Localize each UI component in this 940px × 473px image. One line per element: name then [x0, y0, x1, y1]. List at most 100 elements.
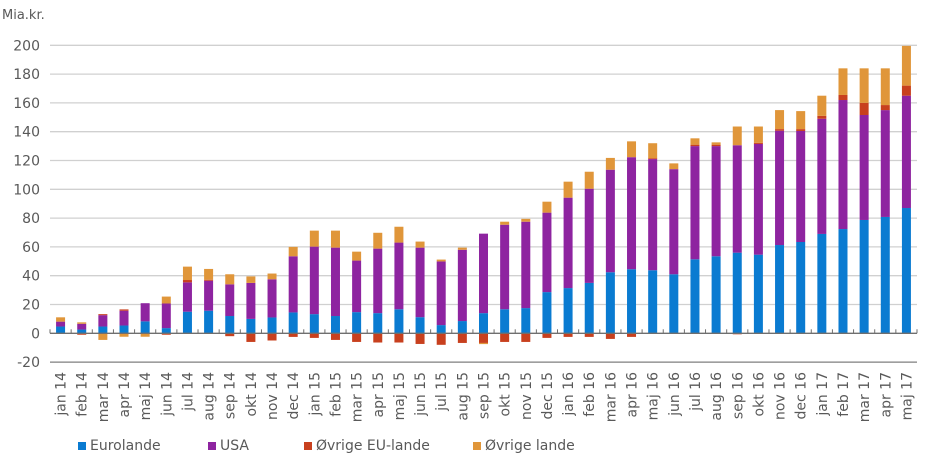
- bar-segment: [457, 249, 467, 322]
- bar-segment: [796, 111, 806, 130]
- bar-segment: [838, 94, 848, 101]
- x-tick-label: mar 17: [857, 372, 873, 422]
- x-tick-label: jul 16: [688, 372, 704, 412]
- bar-segment: [415, 247, 425, 318]
- bar-segment: [880, 110, 890, 217]
- y-tick-label: 180: [13, 67, 40, 83]
- bar-segment: [521, 308, 531, 334]
- y-tick-label: 120: [13, 154, 40, 170]
- bar-segment: [690, 144, 700, 147]
- x-tick-label: maj 16: [646, 372, 662, 420]
- bar-segment: [521, 333, 531, 342]
- bar-segment: [436, 333, 446, 345]
- bar-segment: [605, 169, 615, 273]
- bar-segment: [880, 216, 890, 334]
- bar-segment: [436, 325, 446, 334]
- x-tick-label: dec 16: [794, 372, 810, 420]
- x-tick-label: jan 17: [815, 372, 831, 417]
- legend-swatch-icon: [78, 442, 86, 450]
- bar-segment: [500, 224, 510, 310]
- x-tick-label: jan 14: [54, 372, 70, 417]
- bar-segment: [415, 241, 425, 248]
- bar-segment: [98, 315, 108, 327]
- bar-segment: [627, 157, 637, 270]
- bar-segment: [394, 226, 404, 243]
- bar-segment: [373, 232, 383, 249]
- bar-segment: [204, 280, 214, 311]
- bar-segment: [352, 260, 362, 313]
- bar-segment: [796, 129, 806, 131]
- bar-segment: [775, 110, 785, 130]
- bar-segment: [56, 326, 66, 334]
- bar-segment: [119, 310, 129, 326]
- bar-segment: [563, 288, 573, 334]
- legend-item-ovrige-eu-lande: Øvrige EU-lande: [304, 438, 430, 454]
- bar-segment: [119, 325, 129, 334]
- y-tick-label: 100: [13, 182, 40, 198]
- bar-segment: [859, 219, 869, 334]
- bar-segment: [584, 282, 594, 334]
- bar-segment: [436, 259, 446, 262]
- x-tick-label: feb 16: [582, 372, 598, 417]
- x-tick-label: dec 14: [286, 372, 302, 420]
- legend-item-usa: USA: [208, 438, 249, 454]
- bar-segment: [817, 233, 827, 334]
- bar-segment: [648, 159, 658, 271]
- bar-segment: [880, 68, 890, 106]
- bar-segment: [584, 171, 594, 189]
- bar-segment: [182, 282, 192, 312]
- bar-segment: [711, 144, 721, 147]
- bar-segment: [542, 212, 552, 293]
- bar-segment: [563, 181, 573, 198]
- y-tick-label: 20: [22, 298, 40, 314]
- x-tick-label: okt 14: [244, 372, 260, 417]
- bar-segment: [605, 157, 615, 170]
- x-tick-label: nov 16: [773, 372, 789, 420]
- bar-segment: [817, 118, 827, 234]
- y-tick-label: 40: [22, 269, 40, 285]
- legend-swatch-icon: [208, 442, 216, 450]
- x-tick-label: okt 15: [498, 372, 514, 416]
- y-tick-label: 0: [31, 326, 40, 342]
- bar-segment: [542, 333, 552, 338]
- bar-segment: [457, 247, 467, 250]
- bar-segment: [584, 333, 594, 337]
- bar-segment: [648, 158, 658, 160]
- bar-segment: [479, 233, 488, 314]
- bar-segment: [648, 270, 658, 334]
- x-tick-label: jul 14: [180, 372, 196, 412]
- bar-segment: [288, 333, 298, 337]
- x-tick-label: maj 14: [138, 372, 154, 420]
- y-tick-label: 160: [13, 96, 40, 112]
- bar-segment: [161, 333, 171, 335]
- x-tick-label: jun 15: [413, 372, 429, 417]
- x-tick-label: jan 16: [561, 372, 577, 417]
- bar-segment: [838, 229, 848, 334]
- x-axis-tick-labels: jan 14 feb 14 mar 14 apr 14 maj 14 jun 14 jul …: [54, 372, 916, 422]
- bar-segment: [373, 313, 383, 334]
- bar-segment: [140, 303, 150, 322]
- bar-segment: [246, 282, 256, 319]
- y-tick-label: 140: [13, 125, 40, 141]
- bar-segment: [901, 45, 911, 86]
- x-tick-label: feb 14: [75, 372, 91, 417]
- bar-segment: [267, 279, 277, 318]
- x-tick-label: feb 17: [836, 372, 852, 417]
- bar-segment: [732, 252, 742, 334]
- bar-segment: [690, 138, 700, 145]
- x-tick-label: nov 14: [265, 372, 281, 420]
- x-tick-label: mar 15: [350, 372, 366, 422]
- bar-segment: [542, 201, 552, 213]
- bar-segment: [859, 68, 869, 103]
- bar-segment: [98, 314, 108, 316]
- bar-segment: [880, 105, 890, 111]
- bar-segment: [500, 309, 510, 334]
- bar-segment: [605, 272, 615, 334]
- bar-segment: [669, 169, 679, 275]
- bar-segment: [669, 163, 679, 170]
- bar-segment: [246, 318, 256, 334]
- y-axis-unit-label: Mia.kr.: [2, 8, 45, 23]
- bar-segment: [457, 321, 467, 334]
- legend: Eurolande USA Øvrige EU-lande Øvrige lan…: [0, 438, 940, 458]
- bar-segment: [775, 130, 785, 246]
